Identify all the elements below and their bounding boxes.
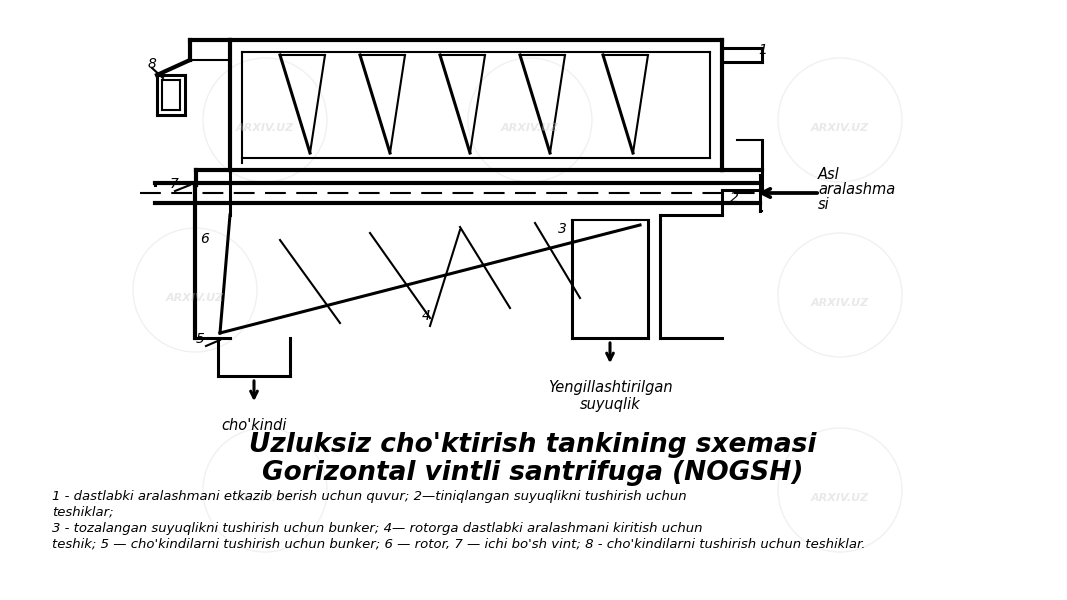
Text: ARXIV.UZ: ARXIV.UZ xyxy=(236,493,294,503)
Text: ARXIV.UZ: ARXIV.UZ xyxy=(500,123,559,133)
Text: 2: 2 xyxy=(730,191,738,205)
Text: 5: 5 xyxy=(196,332,205,346)
Text: teshik; 5 — cho'kindilarni tushirish uchun bunker; 6 — rotor, 7 — ichi bo'sh vin: teshik; 5 — cho'kindilarni tushirish uch… xyxy=(52,538,865,551)
Text: Gorizontal vintli santrifuga (NOGSH): Gorizontal vintli santrifuga (NOGSH) xyxy=(262,460,803,486)
Text: ARXIV.UZ: ARXIV.UZ xyxy=(811,298,870,308)
Text: Asl: Asl xyxy=(818,167,840,182)
Text: 6: 6 xyxy=(200,232,209,246)
Text: 1: 1 xyxy=(758,43,767,57)
Text: teshiklar;: teshiklar; xyxy=(52,506,113,519)
Text: si: si xyxy=(818,197,830,212)
Text: ARXIV.UZ: ARXIV.UZ xyxy=(811,493,870,503)
Text: aralashma: aralashma xyxy=(818,182,895,197)
Text: 4: 4 xyxy=(423,309,431,323)
Text: 3 - tozalangan suyuqlikni tushirish uchun bunker; 4— rotorga dastlabki aralashma: 3 - tozalangan suyuqlikni tushirish uchu… xyxy=(52,522,702,535)
Text: Uzluksiz cho'ktirish tankining sxemasi: Uzluksiz cho'ktirish tankining sxemasi xyxy=(250,432,816,458)
Text: ARXIV.UZ: ARXIV.UZ xyxy=(165,293,224,303)
Text: Yengillashtirilgan
suyuqlik: Yengillashtirilgan suyuqlik xyxy=(547,380,672,412)
Text: ARXIV.UZ: ARXIV.UZ xyxy=(236,123,294,133)
Text: cho'kindi: cho'kindi xyxy=(221,418,287,433)
Text: 7: 7 xyxy=(170,177,179,191)
Text: 8: 8 xyxy=(148,57,157,71)
Text: 1 - dastlabki aralashmani etkazib berish uchun quvur; 2—tiniqlangan suyuqlikni t: 1 - dastlabki aralashmani etkazib berish… xyxy=(52,490,687,503)
Text: ARXIV.UZ: ARXIV.UZ xyxy=(811,123,870,133)
Text: 3: 3 xyxy=(558,222,567,236)
